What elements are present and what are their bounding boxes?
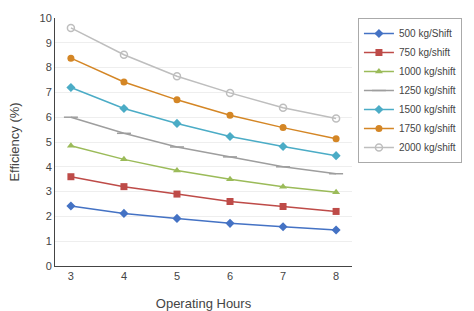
svg-text:2000 kg/shift: 2000 kg/shift <box>399 142 456 153</box>
svg-text:Efficiency (%): Efficiency (%) <box>7 102 22 181</box>
svg-text:1000 kg/shift: 1000 kg/shift <box>399 66 456 77</box>
svg-text:750 kg/shift: 750 kg/shift <box>399 47 450 58</box>
svg-text:500 kg/Shift: 500 kg/Shift <box>399 28 452 39</box>
svg-text:1500 kg/shift: 1500 kg/shift <box>399 104 456 115</box>
svg-text:5: 5 <box>46 136 52 148</box>
svg-text:9: 9 <box>46 37 52 49</box>
svg-text:1250 kg/shift: 1250 kg/shift <box>399 85 456 96</box>
svg-text:0: 0 <box>46 260 52 272</box>
svg-text:1750 kg/shift: 1750 kg/shift <box>399 123 456 134</box>
svg-text:7: 7 <box>280 270 286 282</box>
svg-text:10: 10 <box>40 12 52 24</box>
svg-text:4: 4 <box>46 161 52 173</box>
svg-text:8: 8 <box>46 61 52 73</box>
svg-text:6: 6 <box>227 270 233 282</box>
svg-text:Operating Hours: Operating Hours <box>156 296 252 311</box>
svg-text:4: 4 <box>121 270 127 282</box>
svg-text:8: 8 <box>333 270 339 282</box>
svg-text:3: 3 <box>46 185 52 197</box>
svg-text:1: 1 <box>46 235 52 247</box>
svg-text:3: 3 <box>68 270 74 282</box>
svg-text:5: 5 <box>174 270 180 282</box>
svg-text:6: 6 <box>46 111 52 123</box>
svg-text:2: 2 <box>46 210 52 222</box>
svg-text:7: 7 <box>46 86 52 98</box>
